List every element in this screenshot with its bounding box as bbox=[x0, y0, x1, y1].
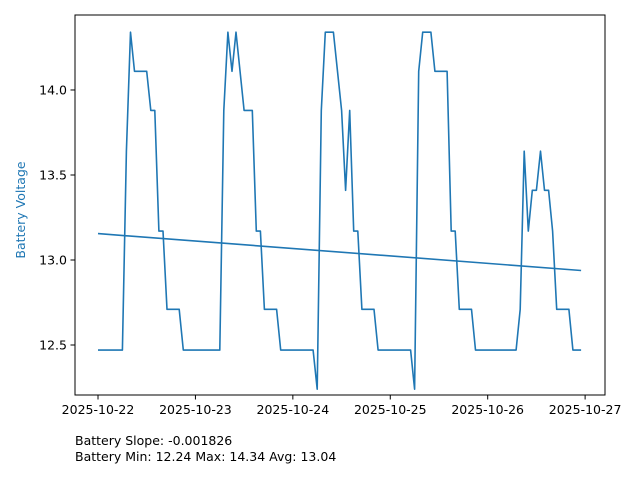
x-tick-label: 2025-10-24 bbox=[257, 402, 330, 417]
y-tick-label: 13.0 bbox=[39, 253, 67, 268]
x-tick-label: 2025-10-23 bbox=[159, 402, 232, 417]
x-tick-label: 2025-10-22 bbox=[62, 402, 135, 417]
voltage-line bbox=[98, 31, 582, 391]
x-tick-label: 2025-10-25 bbox=[354, 402, 427, 417]
y-tick-label: 12.5 bbox=[39, 338, 67, 353]
y-tick-label: 14.0 bbox=[39, 82, 67, 97]
y-tick-label: 13.5 bbox=[39, 167, 67, 182]
trend-line bbox=[97, 232, 582, 272]
plot-frame bbox=[74, 14, 606, 396]
stats-annotation: Battery Min: 12.24 Max: 14.34 Avg: 13.04 bbox=[75, 449, 337, 464]
y-axis-label: Battery Voltage bbox=[13, 161, 28, 258]
slope-annotation: Battery Slope: -0.001826 bbox=[75, 433, 233, 448]
x-tick-label: 2025-10-27 bbox=[549, 402, 622, 417]
x-tick-label: 2025-10-26 bbox=[451, 402, 524, 417]
